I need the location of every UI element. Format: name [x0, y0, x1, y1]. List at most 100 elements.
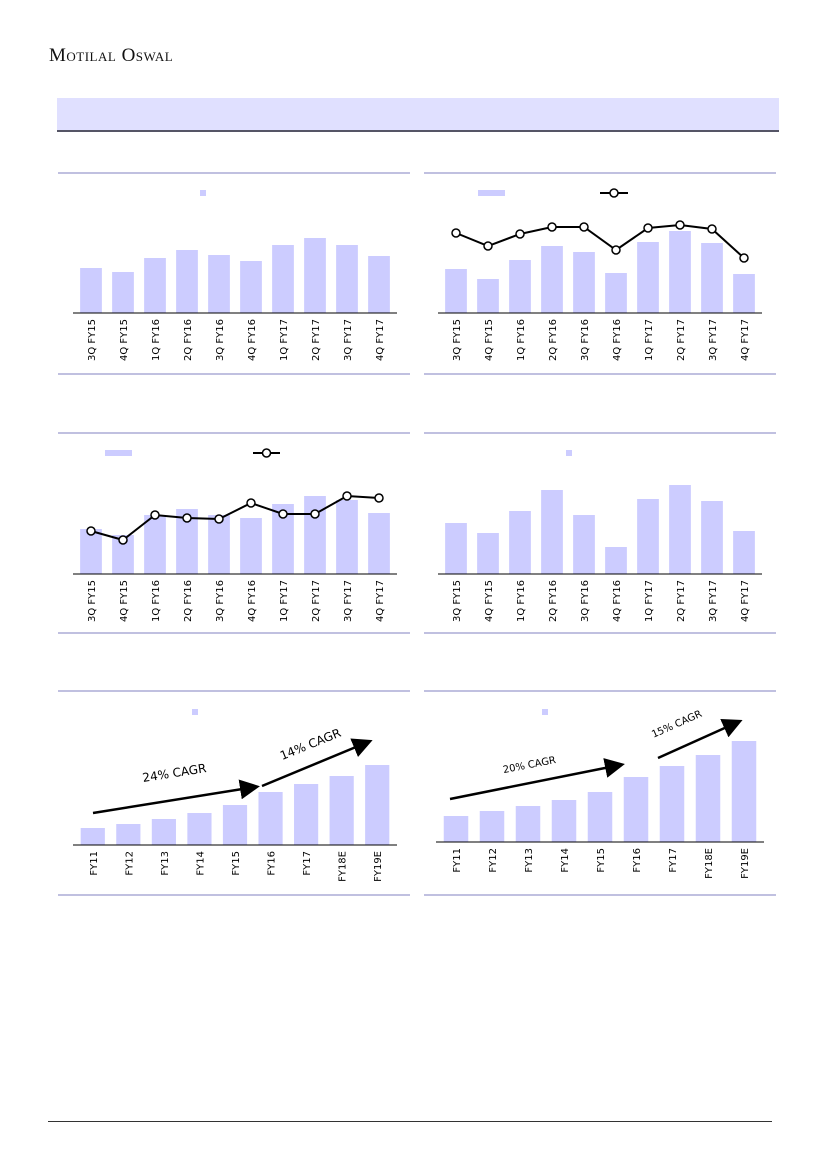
x-tick-label: FY18E [704, 848, 715, 879]
bar [509, 260, 531, 313]
x-tick-label: 1Q FY16 [516, 319, 527, 361]
x-tick-label: 4Q FY17 [375, 580, 386, 622]
bar [368, 513, 390, 574]
bar [515, 806, 541, 842]
line-point [246, 498, 256, 508]
bar [573, 252, 595, 313]
line-point [214, 514, 224, 524]
x-tick-label: 2Q FY16 [183, 580, 194, 622]
bar [258, 792, 283, 845]
x-tick-label: 4Q FY16 [247, 580, 258, 622]
x-tick-label: 3Q FY17 [343, 580, 354, 622]
line-point [118, 535, 128, 545]
bar [637, 499, 659, 574]
bar [208, 515, 230, 574]
x-tick-label: 3Q FY16 [215, 580, 226, 622]
bar [701, 501, 723, 574]
series-line [90, 494, 380, 542]
cagr-label: 24% CAGR [141, 761, 207, 785]
x-tick-label: FY18E [338, 851, 349, 882]
x-tick-label: 3Q FY16 [215, 319, 226, 361]
line-point [739, 253, 749, 263]
brand-logo: Motilal Oswal [49, 45, 174, 66]
bar [551, 800, 577, 842]
section-header-band [57, 98, 779, 132]
x-tick-label: 2Q FY17 [311, 319, 322, 361]
x-tick-label: FY14 [560, 848, 571, 873]
x-tick-label: FY17 [668, 848, 679, 873]
x-tick-label: 2Q FY16 [183, 319, 194, 361]
bar [272, 245, 294, 313]
line-point [515, 229, 525, 239]
line-point [182, 513, 192, 523]
bar [605, 547, 627, 574]
x-tick-label: 4Q FY16 [612, 580, 623, 622]
x-tick-label: 1Q FY17 [644, 319, 655, 361]
legend-marker [609, 188, 619, 198]
legend-bar-swatch [105, 450, 132, 456]
footer-rule [48, 1121, 772, 1122]
bar [541, 246, 563, 313]
bar [80, 828, 105, 845]
legend-bar-swatch [478, 190, 505, 196]
line-point [451, 228, 461, 238]
chart-6: FY11 FY12 FY13 FY14 FY15 FY16 FY17 FY18E FY19E 20… [424, 690, 776, 896]
line-point [278, 509, 288, 519]
bar [176, 509, 198, 574]
x-tick-label: 3Q FY17 [708, 319, 719, 361]
legend-bar-swatch [542, 709, 548, 715]
x-tick-label: 4Q FY15 [484, 319, 495, 361]
x-tick-label: FY14 [195, 851, 206, 876]
chart-2: 3Q FY15 4Q FY15 1Q FY16 2Q FY16 3Q FY16 4Q FY… [424, 172, 776, 375]
bar [695, 755, 721, 842]
bar [304, 238, 326, 313]
bar [272, 504, 294, 574]
x-tick-label: 1Q FY16 [151, 319, 162, 361]
x-tick-label: FY13 [524, 848, 535, 873]
x-tick-label: 3Q FY16 [580, 319, 591, 361]
line-point [150, 510, 160, 520]
bar [208, 255, 230, 313]
bar [336, 500, 358, 574]
line-point [342, 491, 352, 501]
x-tick-label: 1Q FY17 [644, 580, 655, 622]
bar [240, 261, 262, 313]
x-tick-label: FY11 [89, 851, 100, 876]
bar [112, 535, 134, 574]
x-tick-label: 4Q FY15 [119, 319, 130, 361]
x-tick-label: FY15 [596, 848, 607, 873]
line-point [675, 220, 685, 230]
bar [144, 515, 166, 574]
x-tick-label: 2Q FY17 [311, 580, 322, 622]
cagr-arrow [261, 738, 373, 788]
chart-4: 3Q FY15 4Q FY15 1Q FY16 2Q FY16 3Q FY16 4Q FY… [424, 432, 776, 634]
bar [637, 242, 659, 313]
bar [731, 741, 757, 842]
x-tick-label: 3Q FY15 [452, 580, 463, 622]
line-point [611, 245, 621, 255]
x-tick-label: FY19E [373, 851, 384, 882]
line-point [547, 222, 557, 232]
bar [477, 533, 499, 574]
x-tick-label: 2Q FY17 [676, 580, 687, 622]
chart-3: 3Q FY15 4Q FY15 1Q FY16 2Q FY16 3Q FY16 4Q FY… [58, 432, 410, 634]
series-line [455, 223, 745, 259]
x-tick-label: FY12 [124, 851, 135, 876]
x-tick-label: 4Q FY15 [484, 580, 495, 622]
bar [479, 811, 505, 842]
bar [365, 765, 390, 845]
bar [733, 531, 755, 574]
legend-bar-swatch [192, 709, 198, 715]
bar [116, 824, 141, 845]
bar [443, 816, 469, 842]
line-point [86, 526, 96, 536]
line-point [707, 224, 717, 234]
bar [187, 813, 212, 845]
bar [176, 250, 198, 313]
legend-bar-swatch [200, 190, 206, 196]
x-tick-label: 4Q FY17 [375, 319, 386, 361]
bar [151, 819, 176, 845]
x-tick-label: 4Q FY17 [740, 319, 751, 361]
bar [701, 243, 723, 313]
